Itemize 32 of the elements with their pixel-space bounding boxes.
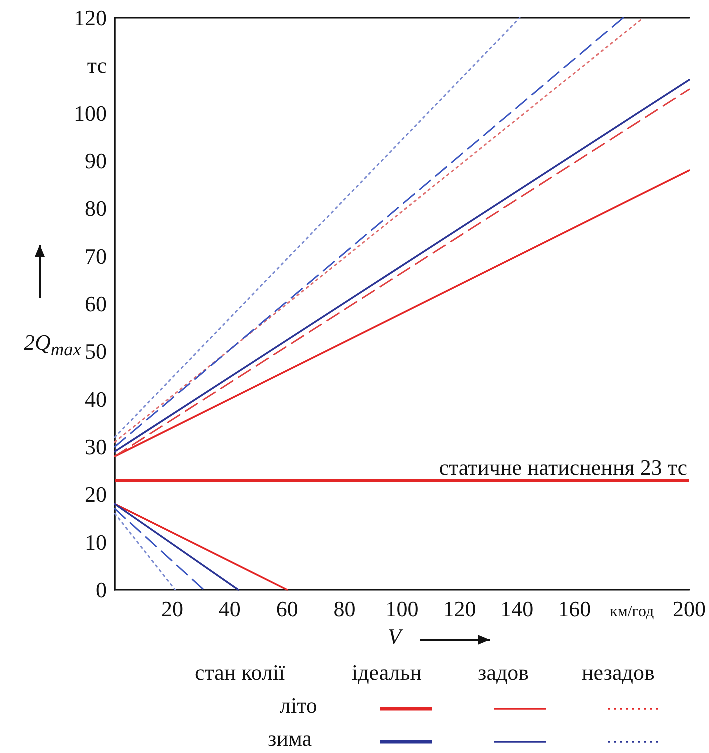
x-axis-title: V bbox=[388, 624, 402, 650]
y-tick-label: 120 bbox=[74, 6, 107, 30]
text: літо bbox=[280, 693, 318, 719]
x-tick-label: 60 bbox=[276, 596, 298, 622]
x-tick-label: 140 bbox=[500, 596, 534, 622]
y-tick-label: 70 bbox=[85, 244, 107, 269]
x-tick-label: 80 bbox=[334, 596, 356, 622]
y-tick-label: 80 bbox=[85, 196, 107, 222]
y-axis-title: 2Q$_{max}$ bbox=[24, 330, 82, 360]
ref-line-label: статичне натиснення 23 тс bbox=[439, 454, 688, 480]
y-tick-label: 20 bbox=[85, 482, 107, 508]
y-tick-label: 10 bbox=[85, 530, 107, 555]
x-tick-label: 160 bbox=[558, 596, 592, 622]
x-tick-label: км/год bbox=[610, 604, 654, 620]
y-tick-label: 60 bbox=[85, 292, 107, 316]
text: зима bbox=[268, 726, 312, 752]
x-tick-label: 120 bbox=[443, 596, 476, 622]
y-tick-label: 90 bbox=[85, 148, 107, 174]
text: ідеальн bbox=[352, 660, 422, 686]
x-tick-label: 40 bbox=[218, 596, 241, 622]
y-tick-label: 40 bbox=[85, 386, 107, 412]
y-tick-label: тс bbox=[87, 53, 108, 78]
y-tick-label: 30 bbox=[85, 434, 107, 460]
text: незадов bbox=[582, 660, 655, 686]
y-tick-label: 50 bbox=[85, 339, 107, 364]
x-tick-label: 200 bbox=[673, 596, 706, 622]
x-tick-label: 100 bbox=[386, 596, 419, 622]
y-tick-label: 100 bbox=[74, 100, 107, 126]
y-tick-label: 0 bbox=[96, 578, 107, 602]
text: задов bbox=[478, 660, 530, 686]
text: стан колії bbox=[195, 660, 286, 686]
x-tick-label: 20 bbox=[161, 596, 184, 622]
